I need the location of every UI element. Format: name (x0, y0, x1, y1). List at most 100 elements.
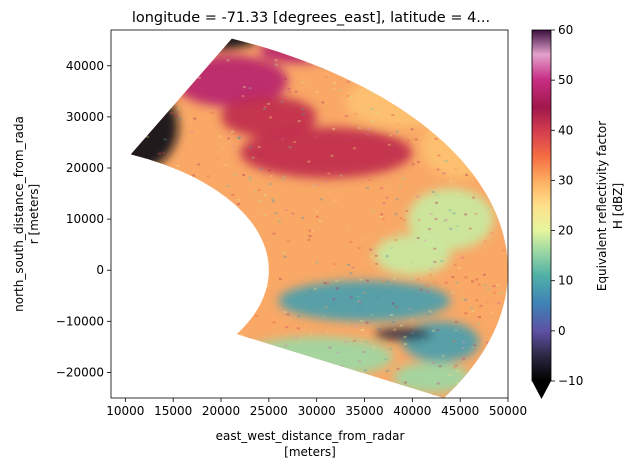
speckle (301, 216, 304, 219)
speckle (142, 279, 146, 282)
speckle (332, 88, 336, 91)
speckle (456, 382, 460, 384)
speckle (351, 378, 355, 380)
speckle (189, 41, 193, 43)
speckle (144, 65, 148, 68)
speckle (321, 67, 325, 70)
speckle (114, 45, 117, 47)
speckle (298, 223, 302, 226)
speckle (464, 312, 468, 315)
speckle (393, 149, 397, 152)
speckle (140, 107, 144, 110)
speckle (392, 286, 395, 289)
speckle (285, 326, 289, 329)
y-tick-label: 10000 (66, 212, 104, 226)
speckle (173, 372, 177, 375)
speckle (438, 365, 442, 368)
y-axis-label-line2: r [meters] (27, 184, 41, 244)
speckle (448, 86, 452, 89)
speckle (140, 255, 144, 257)
speckle (218, 268, 222, 271)
speckle (375, 111, 379, 114)
speckle (154, 61, 157, 64)
speckle (286, 350, 290, 353)
speckle (172, 49, 176, 52)
speckle (433, 260, 437, 263)
speckle (452, 212, 456, 215)
speckle (382, 166, 386, 169)
speckle (119, 113, 122, 115)
speckle (462, 82, 466, 85)
speckle (341, 385, 345, 388)
speckle (195, 54, 198, 57)
speckle (465, 76, 469, 79)
speckle (284, 209, 288, 212)
speckle (171, 370, 175, 373)
speckle (405, 38, 408, 40)
speckle (135, 360, 139, 363)
speckle (492, 353, 496, 356)
speckle (472, 38, 476, 41)
speckle (154, 43, 158, 46)
speckle (444, 131, 448, 134)
speckle (154, 368, 158, 371)
speckle (278, 277, 282, 280)
speckle (215, 157, 219, 160)
speckle (447, 248, 450, 251)
speckle (394, 213, 398, 216)
chart-title: longitude = -71.33 [degrees_east], latit… (132, 10, 490, 26)
speckle (126, 80, 129, 82)
speckle (389, 134, 393, 137)
speckle (486, 207, 490, 210)
speckle (374, 254, 378, 257)
speckle (207, 342, 211, 345)
speckle (268, 169, 272, 172)
reflectivity-cell (240, 127, 413, 179)
speckle (378, 256, 382, 259)
speckle (207, 80, 211, 83)
speckle (436, 121, 440, 124)
speckle (175, 341, 179, 344)
speckle (208, 271, 212, 274)
speckle (371, 210, 375, 213)
speckle (464, 298, 468, 301)
speckle (452, 366, 456, 369)
speckle (427, 313, 431, 316)
speckle (248, 178, 251, 181)
speckle (313, 185, 316, 188)
speckle (159, 107, 163, 110)
speckle (394, 238, 398, 241)
speckle (440, 45, 443, 48)
speckle (158, 298, 162, 301)
speckle (331, 60, 335, 62)
reflectivity-cell (374, 327, 432, 341)
speckle (470, 306, 474, 309)
speckle (352, 339, 356, 342)
speckle (242, 174, 246, 176)
speckle (302, 48, 306, 51)
speckle (160, 177, 164, 180)
speckle (318, 48, 322, 51)
speckle (157, 42, 160, 45)
reflectivity-cell (278, 280, 451, 322)
speckle (257, 189, 261, 191)
speckle (477, 31, 480, 33)
speckle (416, 162, 420, 165)
x-tick-label: 20000 (202, 404, 240, 418)
speckle (307, 160, 311, 163)
speckle (389, 348, 393, 350)
speckle (220, 146, 224, 149)
speckle (237, 136, 240, 139)
speckle (410, 318, 414, 321)
speckle (490, 120, 494, 123)
colorbar-label-line1: Equivalent reflectivity factor (595, 121, 609, 291)
speckle (347, 263, 350, 266)
speckle (257, 242, 261, 245)
speckle (434, 48, 438, 51)
speckle (321, 376, 325, 379)
speckle (433, 247, 437, 250)
speckle (464, 88, 467, 91)
speckle (294, 90, 298, 93)
speckle (189, 119, 193, 122)
speckle (236, 32, 239, 34)
